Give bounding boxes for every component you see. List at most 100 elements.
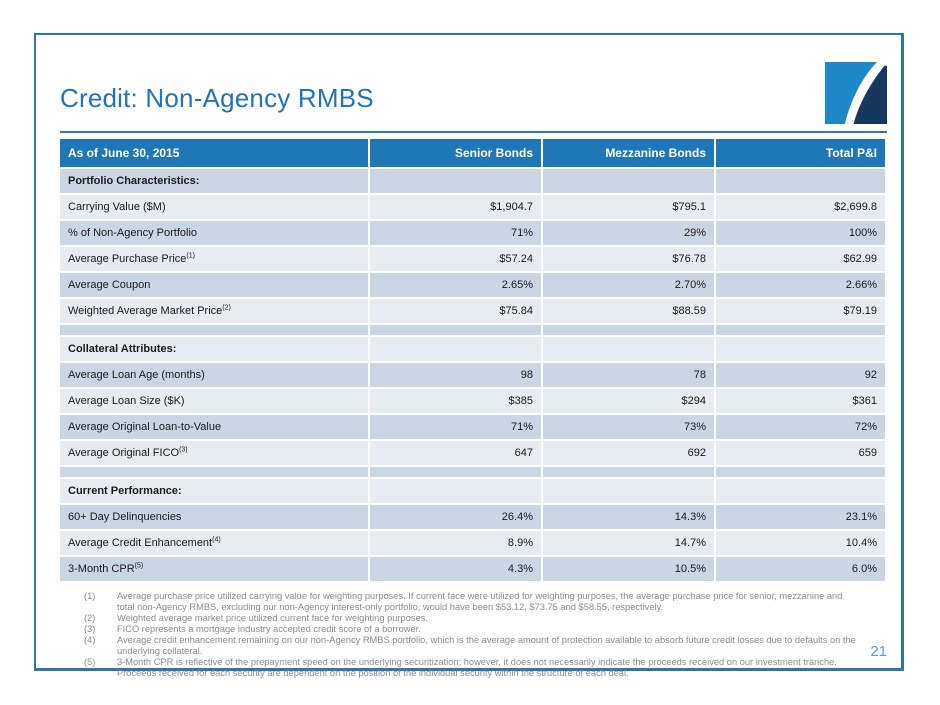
title-divider	[60, 131, 887, 133]
row-value-cell: 98	[370, 363, 541, 387]
row-label-cell: Weighted Average Market Price(2)	[60, 299, 368, 323]
table-row: Average Coupon 2.65% 2.70% 2.66%	[60, 273, 887, 297]
table-row: Weighted Average Market Price(2) $75.84 $8…	[60, 299, 887, 323]
row-value-cell: 10.5%	[543, 557, 714, 581]
column-header-date: As of June 30, 2015	[60, 139, 368, 167]
footnote-number: (4)	[84, 635, 96, 645]
footnote-number: (3)	[84, 624, 96, 634]
footnote-text: Average credit enhancement remaining on …	[117, 635, 856, 656]
table-row: 60+ Day Delinquencies 26.4% 14.3% 23.1%	[60, 505, 887, 529]
table-row: Average Original Loan-to-Value 71% 73% 72%	[60, 415, 887, 439]
row-label-cell: Average Credit Enhancement(4)	[60, 531, 368, 555]
row-value-cell	[370, 169, 541, 193]
row-value-cell: 692	[543, 441, 714, 465]
row-value-cell: $75.84	[370, 299, 541, 323]
row-value-cell: 72%	[716, 415, 885, 439]
table-row	[60, 325, 887, 335]
row-value-cell	[543, 169, 714, 193]
footnote-item: (2) Weighted average market price utilize…	[84, 613, 862, 624]
row-value-cell: 659	[716, 441, 885, 465]
row-value-cell: $361	[716, 389, 885, 413]
page-title: Credit: Non-Agency RMBS	[60, 83, 374, 113]
row-value-cell	[370, 467, 541, 477]
table-row: Carrying Value ($M) $1,904.7 $795.1 $2,699.…	[60, 195, 887, 219]
footnote-reference: (4)	[212, 536, 221, 544]
row-value-cell: $294	[543, 389, 714, 413]
row-label-cell: Average Original Loan-to-Value	[60, 415, 368, 439]
table-row: 3-Month CPR(5) 4.3% 10.5% 6.0%	[60, 557, 887, 581]
row-value-cell	[716, 169, 885, 193]
row-label-cell: Collateral Attributes:	[60, 337, 368, 361]
row-value-cell: 2.66%	[716, 273, 885, 297]
row-value-cell	[543, 325, 714, 335]
row-label-cell: Average Coupon	[60, 273, 368, 297]
row-value-cell: 73%	[543, 415, 714, 439]
row-value-cell: 23.1%	[716, 505, 885, 529]
row-label-cell: Average Purchase Price(1)	[60, 247, 368, 271]
footnote-number: (1)	[84, 591, 96, 601]
footnote-item: (1) Average purchase price utilized carry…	[84, 591, 862, 613]
row-label-cell: Average Loan Age (months)	[60, 363, 368, 387]
row-value-cell: $795.1	[543, 195, 714, 219]
row-value-cell: $2,699.8	[716, 195, 885, 219]
row-label-cell: Average Original FICO(3)	[60, 441, 368, 465]
table-row: Average Loan Size ($K) $385 $294 $361	[60, 389, 887, 413]
footnote-text: FICO represents a mortgage industry acce…	[117, 624, 421, 634]
footnote-reference: (3)	[179, 446, 188, 454]
row-value-cell: 647	[370, 441, 541, 465]
row-value-cell: $76.78	[543, 247, 714, 271]
row-label-cell: Carrying Value ($M)	[60, 195, 368, 219]
slide-frame: Credit: Non-Agency RMBS As of June 30, 2…	[34, 33, 904, 678]
row-value-cell	[716, 467, 885, 477]
row-value-cell	[370, 479, 541, 503]
row-value-cell: $57.24	[370, 247, 541, 271]
footnote-reference: (5)	[134, 562, 144, 570]
row-label-cell: % of Non-Agency Portfolio	[60, 221, 368, 245]
row-value-cell	[543, 467, 714, 477]
row-value-cell	[716, 325, 885, 335]
row-value-cell	[370, 325, 541, 335]
table-row: Average Loan Age (months) 98 78 92	[60, 363, 887, 387]
column-header-mezzanine-bonds: Mezzanine Bonds	[543, 139, 714, 167]
column-header-total-pi: Total P&I	[716, 139, 885, 167]
row-value-cell	[716, 479, 885, 503]
row-value-cell: 71%	[370, 221, 541, 245]
row-value-cell: 2.70%	[543, 273, 714, 297]
row-value-cell: 8.9%	[370, 531, 541, 555]
row-label-cell	[60, 467, 368, 477]
footnote-reference: (2)	[222, 304, 231, 312]
footnote-text: Average purchase price utilized carrying…	[117, 591, 843, 612]
table-row: Average Credit Enhancement(4) 8.9% 14.7% 10…	[60, 531, 887, 555]
row-value-cell: 10.4%	[716, 531, 885, 555]
footnote-item: (5) 3-Month CPR is reflective of the prep…	[84, 657, 862, 679]
table-row	[60, 467, 887, 477]
row-value-cell	[716, 337, 885, 361]
row-value-cell: 29%	[543, 221, 714, 245]
row-value-cell: $1,904.7	[370, 195, 541, 219]
portfolio-table: As of June 30, 2015 Senior Bonds Mezzani…	[60, 139, 887, 581]
row-value-cell: $62.99	[716, 247, 885, 271]
table-row: Current Performance:	[60, 479, 887, 503]
footnote-text: Weighted average market price utilized c…	[117, 613, 428, 623]
row-value-cell: $385	[370, 389, 541, 413]
row-label-cell	[60, 325, 368, 335]
row-value-cell: $79.19	[716, 299, 885, 323]
table-body: Portfolio Characteristics: Carrying Value…	[60, 169, 887, 581]
footnote-number: (2)	[84, 613, 96, 623]
footnote-item: (3) FICO represents a mortgage industry a…	[84, 624, 862, 635]
row-value-cell: 100%	[716, 221, 885, 245]
row-value-cell	[370, 337, 541, 361]
row-value-cell: 26.4%	[370, 505, 541, 529]
company-logo-icon	[825, 62, 887, 124]
row-value-cell	[543, 337, 714, 361]
row-label-cell: Portfolio Characteristics:	[60, 169, 368, 193]
row-label-cell: Average Loan Size ($K)	[60, 389, 368, 413]
footnote-number: (5)	[84, 657, 96, 667]
row-value-cell: 71%	[370, 415, 541, 439]
footnote-reference: (1)	[186, 252, 195, 260]
row-label-cell: 3-Month CPR(5)	[60, 557, 368, 581]
logo-swoosh-icon	[825, 62, 887, 124]
row-value-cell: 4.3%	[370, 557, 541, 581]
row-label-cell: 60+ Day Delinquencies	[60, 505, 368, 529]
row-value-cell: 6.0%	[716, 557, 885, 581]
